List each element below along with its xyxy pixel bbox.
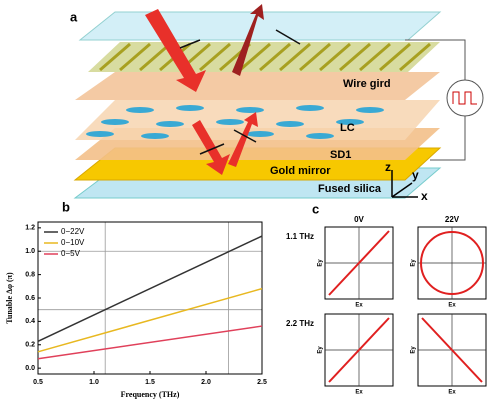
subplot-y-label: Ey: [411, 259, 417, 267]
x-tick-label: 2.5: [257, 379, 267, 386]
panel-label: b: [62, 199, 70, 214]
subplot-x-label: Ex: [355, 303, 363, 309]
layer-label: LC: [340, 122, 355, 134]
x-tick-label: 0.5: [33, 379, 43, 386]
y-tick-label: 0.2: [25, 342, 35, 349]
subplot-x-label: Ex: [448, 390, 456, 396]
x-tick-label: 1.5: [145, 379, 155, 386]
y-axis-label: Tunable Δφ (π): [5, 272, 14, 324]
x-axis-label: Frequency (THz): [121, 390, 180, 399]
layer-label: Gold mirror: [270, 165, 331, 177]
y-tick-label: 1.0: [25, 248, 35, 255]
y-tick-label: 1.2: [25, 225, 35, 232]
axis-name: z: [385, 160, 391, 174]
x-tick-label: 1.0: [89, 379, 99, 386]
row-title: 1.1 THz: [286, 232, 314, 241]
y-tick-label: 0.6: [25, 295, 35, 302]
subplot-x-label: Ex: [448, 303, 456, 309]
y-tick-label: 0.8: [25, 271, 35, 278]
figure: a Wire gird LC SD1 Gold mirror Fused sil…: [0, 0, 492, 400]
axis-name: y: [412, 168, 419, 182]
row-title: 2.2 THz: [286, 319, 314, 328]
column-title: 0V: [354, 215, 364, 224]
y-tick-label: 0.4: [25, 318, 35, 325]
subplot-y-label: Ey: [411, 346, 417, 354]
layer-label: Fused silica: [318, 183, 382, 195]
y-tick-label: 0.0: [25, 365, 35, 372]
axis-name: x: [421, 189, 428, 203]
panel-label: a: [70, 9, 78, 24]
subplot-y-label: Ey: [318, 259, 324, 267]
panel-c: c 0V 22V 1.1 THz 2.2 THz Ex Ey Ex Ey Ex Ey Ex Ey: [286, 201, 486, 395]
x-tick-label: 2.0: [201, 379, 211, 386]
legend-label: 0−10V: [61, 238, 85, 247]
layer-label: Wire gird: [343, 78, 391, 90]
panel-label: c: [312, 201, 319, 216]
subplot-y-label: Ey: [318, 346, 324, 354]
page: a Wire gird LC SD1 Gold mirror Fused sil…: [0, 0, 492, 405]
legend-label: 0−22V: [61, 227, 85, 236]
diagram: a Wire gird LC SD1 Gold mirror Fused sil…: [70, 4, 483, 203]
layer-label: SD1: [330, 149, 351, 161]
subplot-x-label: Ex: [355, 390, 363, 396]
column-title: 22V: [445, 215, 460, 224]
legend-label: 0−5V: [61, 249, 81, 258]
